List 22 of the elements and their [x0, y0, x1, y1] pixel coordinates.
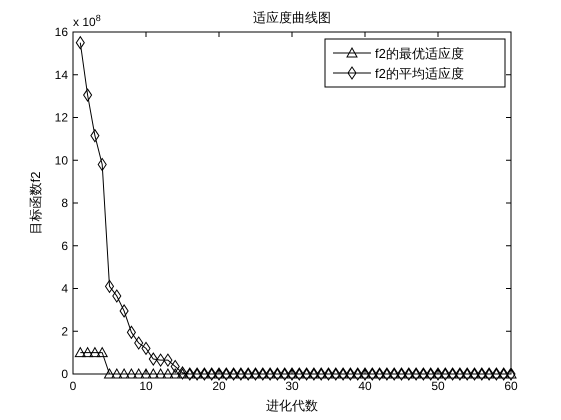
x-tick-label: 40	[358, 379, 372, 393]
legend-label: f2的平均适应度	[375, 66, 464, 81]
text: x 10$^{8}$	[73, 13, 101, 29]
y-tick-label: 8	[61, 196, 68, 210]
x-tick-label: 60	[504, 379, 518, 393]
y-tick-label: 16	[54, 25, 68, 39]
chart-title: 适应度曲线图	[253, 10, 331, 25]
x-tick-label: 50	[431, 379, 445, 393]
x-tick-label: 30	[285, 379, 299, 393]
x-tick-label: 10	[139, 379, 153, 393]
y-tick-label: 10	[54, 153, 68, 168]
y-tick-label: 0	[61, 367, 68, 381]
legend-label: f2的最优适应度	[375, 46, 464, 61]
y-tick-label: 2	[61, 324, 68, 338]
x-axis-title: 进化代数	[266, 398, 318, 413]
y-tick-label: 4	[61, 282, 68, 296]
y-tick-label: 14	[54, 68, 68, 82]
y-axis-title: 目标函数f2	[28, 172, 43, 234]
x-tick-label: 20	[212, 379, 226, 393]
y-tick-label: 6	[61, 238, 68, 253]
y-tick-label: 12	[54, 110, 68, 124]
x-tick-label: 0	[70, 379, 77, 393]
